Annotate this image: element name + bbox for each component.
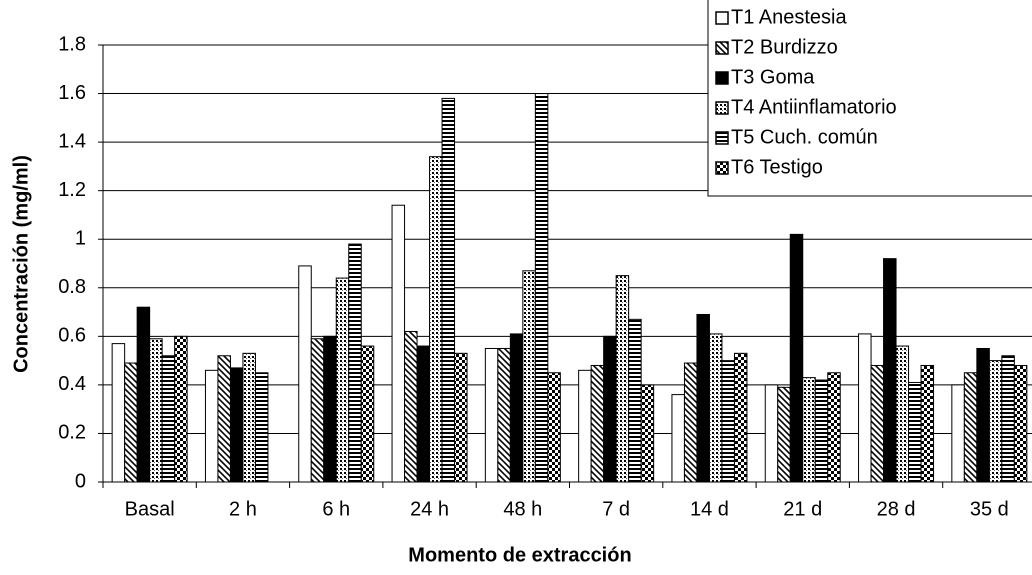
- x-tick-label: 6 h: [322, 498, 350, 520]
- bar: [454, 352, 468, 483]
- bar: [764, 384, 779, 483]
- x-axis-title: Momento de extracción: [408, 544, 631, 566]
- bar: [883, 258, 897, 483]
- bar: [976, 347, 990, 483]
- bar: [628, 318, 642, 483]
- bar: [360, 345, 375, 483]
- bar: [640, 384, 655, 483]
- bar: [323, 335, 337, 483]
- bar: [721, 360, 735, 483]
- bar: [777, 386, 791, 483]
- x-tick-label: 24 h: [410, 498, 449, 520]
- x-tick-label: 28 d: [877, 498, 916, 520]
- bar: [391, 204, 406, 483]
- bar: [683, 362, 698, 483]
- y-tick-label: 1.6: [58, 82, 86, 104]
- y-tick-label: 0.2: [58, 422, 86, 444]
- y-tick-label: 1.8: [58, 33, 86, 55]
- bar: [404, 330, 418, 483]
- bar: [217, 355, 231, 483]
- x-tick-label: 14 d: [690, 498, 729, 520]
- bar: [671, 394, 685, 483]
- bar: [174, 335, 188, 483]
- legend-swatch: [715, 101, 729, 115]
- bar: [335, 277, 350, 483]
- bar: [615, 275, 630, 483]
- y-tick-label: 0.8: [58, 276, 86, 298]
- x-tick-label: 35 d: [970, 498, 1009, 520]
- bar: [708, 333, 723, 483]
- bar: [441, 97, 456, 483]
- bar: [696, 313, 710, 483]
- bar: [229, 367, 244, 483]
- bar: [534, 93, 549, 483]
- bar: [858, 333, 872, 483]
- bar: [603, 335, 617, 483]
- legend-swatch: [715, 161, 729, 175]
- bar: [136, 306, 151, 483]
- bar: [590, 364, 605, 483]
- bar: [789, 233, 804, 483]
- bar: [547, 372, 561, 483]
- x-tick-label: 48 h: [503, 498, 542, 520]
- bar: [149, 338, 163, 483]
- bar: [416, 345, 431, 483]
- bar: [870, 364, 885, 483]
- bar: [111, 343, 126, 483]
- bar: [814, 379, 829, 483]
- legend-label: T2 Burdizzo: [731, 36, 838, 58]
- y-tick-label: 1.4: [58, 130, 86, 152]
- bar: [348, 243, 362, 483]
- bar: [578, 369, 592, 483]
- bar: [509, 333, 524, 483]
- bar: [254, 372, 269, 483]
- bar: [484, 347, 499, 483]
- legend-label: T1 Anestesia: [731, 6, 848, 28]
- bar: [733, 352, 748, 483]
- bar: [497, 347, 511, 483]
- legend-label: T4 Antiinflamatorio: [731, 96, 897, 118]
- x-tick-label: 7 d: [602, 498, 630, 520]
- bar: [298, 265, 312, 483]
- y-tick-label: 0.6: [58, 325, 86, 347]
- bar: [963, 372, 978, 483]
- bar: [124, 362, 138, 483]
- legend-label: T3 Goma: [731, 66, 815, 88]
- y-tick-label: 0: [75, 470, 86, 492]
- legend-label: T6 Testigo: [731, 156, 823, 178]
- bar: [204, 369, 219, 483]
- bar: [1001, 355, 1015, 483]
- bar: [827, 372, 841, 483]
- bar: [161, 355, 176, 483]
- bar: [988, 360, 1003, 483]
- x-tick-label: Basal: [125, 498, 175, 520]
- legend-box: [707, 0, 1032, 197]
- bar: [908, 381, 922, 483]
- legend-label: T5 Cuch. común: [731, 126, 878, 148]
- bar: [1013, 364, 1028, 483]
- bar: [310, 338, 325, 483]
- bar: [895, 345, 910, 483]
- legend-swatch: [715, 11, 729, 25]
- x-tick-label: 2 h: [229, 498, 257, 520]
- legend-swatch: [715, 41, 729, 55]
- x-tick-label: 21 d: [783, 498, 822, 520]
- legend-swatch: [715, 131, 729, 145]
- y-tick-label: 1.2: [58, 179, 86, 201]
- bar: [951, 384, 965, 483]
- bar: [802, 377, 816, 483]
- bar: [920, 364, 935, 483]
- y-tick-label: 0.4: [58, 373, 86, 395]
- y-tick-label: 1: [75, 228, 86, 250]
- bar: [242, 352, 256, 483]
- bar: [429, 156, 443, 483]
- legend-swatch: [715, 71, 729, 85]
- y-axis-title: Concentración (mg/ml): [10, 155, 32, 373]
- bar: [522, 270, 536, 483]
